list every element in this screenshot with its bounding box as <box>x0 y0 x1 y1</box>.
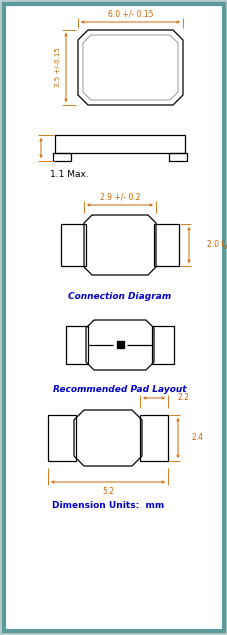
Text: 2.9 +/- 0.2: 2.9 +/- 0.2 <box>99 192 140 201</box>
Bar <box>139 415 167 461</box>
Bar <box>48 415 76 461</box>
Bar <box>168 153 186 161</box>
Text: 1.1 Max.: 1.1 Max. <box>50 171 88 180</box>
Bar <box>153 224 178 266</box>
Text: Dimension Units:  mm: Dimension Units: mm <box>52 502 163 511</box>
Bar <box>61 224 86 266</box>
Text: 6.0 +/- 0.15: 6.0 +/- 0.15 <box>107 10 153 18</box>
Text: Connection Diagram: Connection Diagram <box>68 293 171 302</box>
Text: 2.2: 2.2 <box>177 394 189 403</box>
Text: Recommended Pad Layout: Recommended Pad Layout <box>53 385 186 394</box>
Bar <box>151 326 173 364</box>
Bar <box>53 153 71 161</box>
Text: 3.5 +/-0.15: 3.5 +/-0.15 <box>55 48 61 88</box>
Bar <box>55 135 184 153</box>
Bar <box>66 326 88 364</box>
Text: 5.2: 5.2 <box>101 488 114 497</box>
FancyBboxPatch shape <box>4 4 223 631</box>
Bar <box>116 341 123 348</box>
Text: 2.4: 2.4 <box>191 434 203 443</box>
Text: 2.0 typ.: 2.0 typ. <box>206 241 227 250</box>
